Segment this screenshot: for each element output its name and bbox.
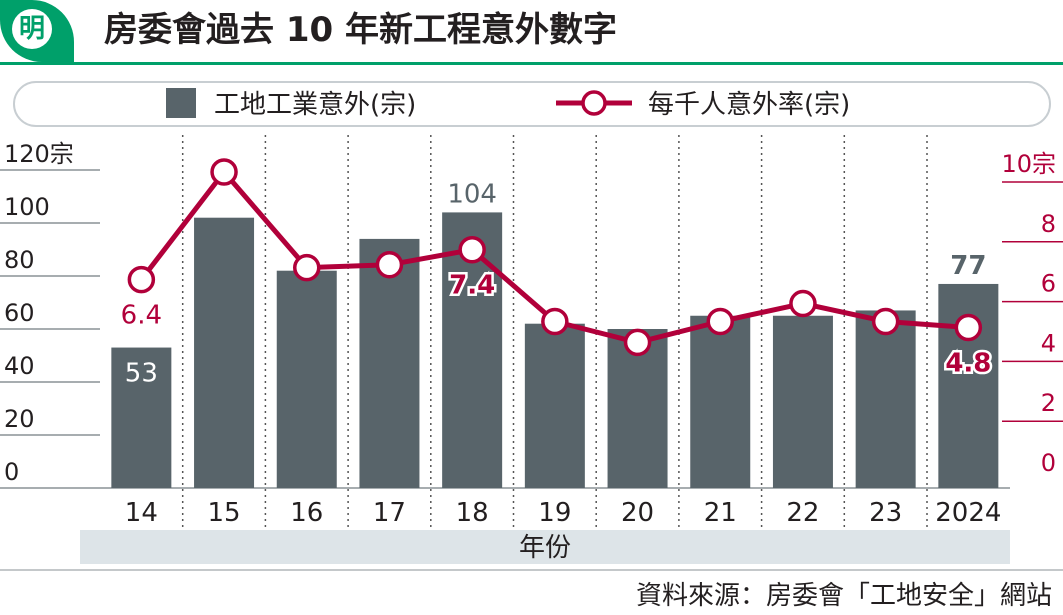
y-right-tick-label: 8	[1041, 210, 1056, 238]
bar	[690, 315, 751, 488]
y-right-tick-label: 10宗	[1001, 150, 1056, 178]
x-tick-label: 2024	[935, 498, 1001, 528]
x-tick-label: 16	[290, 498, 323, 528]
bar	[359, 238, 420, 488]
legend-line-label: 每千人意外率(宗)	[648, 90, 850, 120]
y-left-tick-label: 60	[4, 299, 35, 327]
logo-char: 明	[12, 9, 52, 49]
bar	[524, 323, 585, 488]
rate-data-label: 7.4	[449, 271, 495, 301]
y-left-tick-label: 120宗	[4, 140, 74, 168]
y-left-tick-label: 40	[4, 352, 35, 380]
bar-layer	[111, 212, 999, 488]
rate-point	[871, 307, 900, 336]
x-axis-band	[80, 530, 1010, 564]
x-tick-label: 15	[208, 498, 241, 528]
bar	[276, 270, 337, 488]
y-left-tick-label: 0	[4, 458, 19, 486]
rate-point	[293, 253, 321, 282]
x-axis-title: 年份	[519, 533, 571, 563]
rate-data-label: 4.8	[945, 348, 991, 378]
chart-canvas: 工地工業意外(宗) 每千人意外率(宗) 0 20 40 60 80 100 120宗 0 2 4 6…	[0, 81, 1063, 611]
chart-header: 明 房委會過去 10 年新工程意外數字	[0, 0, 1063, 62]
label-layer: 0 20 40 60 80 100 120宗 0 2 4 6 8 10宗 14 53 15 16 17 18 104 1…	[4, 140, 1056, 528]
rate-point	[458, 235, 486, 264]
rate-point	[541, 307, 569, 336]
y-right-tick-label: 6	[1041, 270, 1056, 298]
chart-title: 房委會過去 10 年新工程意外數字	[104, 10, 617, 50]
legend-line-marker	[581, 90, 607, 116]
legend-box	[13, 81, 1051, 127]
bar-data-label: 104	[447, 179, 497, 209]
y-left-tick-label: 100	[4, 193, 50, 221]
bar-data-label: 53	[125, 359, 158, 389]
rate-point	[789, 289, 817, 318]
y-left-tick-label: 80	[4, 246, 35, 274]
rate-point	[127, 265, 156, 294]
y-right-tick-label: 4	[1041, 329, 1056, 357]
x-tick-label: 21	[704, 498, 737, 528]
x-tick-label: 23	[869, 498, 902, 528]
bar-data-label: 77	[950, 251, 986, 281]
bar	[111, 347, 172, 488]
rate-point	[375, 250, 404, 279]
rate-point	[706, 307, 734, 336]
source-note: 資料來源：房委會「工地安全」網站	[636, 581, 1052, 611]
bar	[772, 315, 833, 488]
x-tick-label: 22	[786, 498, 819, 528]
x-tick-label: 18	[456, 498, 489, 528]
rate-point	[954, 313, 983, 342]
bar	[855, 310, 916, 488]
logo-badge: 明	[0, 0, 74, 62]
rate-point	[623, 328, 652, 357]
rate-data-label: 6.4	[121, 301, 162, 331]
header-rule	[0, 62, 1063, 65]
legend-bar-label: 工地工業意外(宗)	[214, 90, 416, 120]
rate-point	[210, 158, 238, 186]
line-layer	[127, 158, 983, 357]
legend-bar-swatch	[166, 88, 196, 118]
x-tick-label: 20	[621, 498, 654, 528]
x-tick-label: 14	[125, 498, 158, 528]
y-left-tick-label: 20	[4, 405, 35, 433]
y-right-tick-label: 0	[1041, 449, 1056, 477]
bar	[194, 217, 255, 488]
x-tick-label: 19	[538, 498, 571, 528]
y-right-tick-label: 2	[1041, 389, 1056, 417]
x-tick-label: 17	[373, 498, 406, 528]
